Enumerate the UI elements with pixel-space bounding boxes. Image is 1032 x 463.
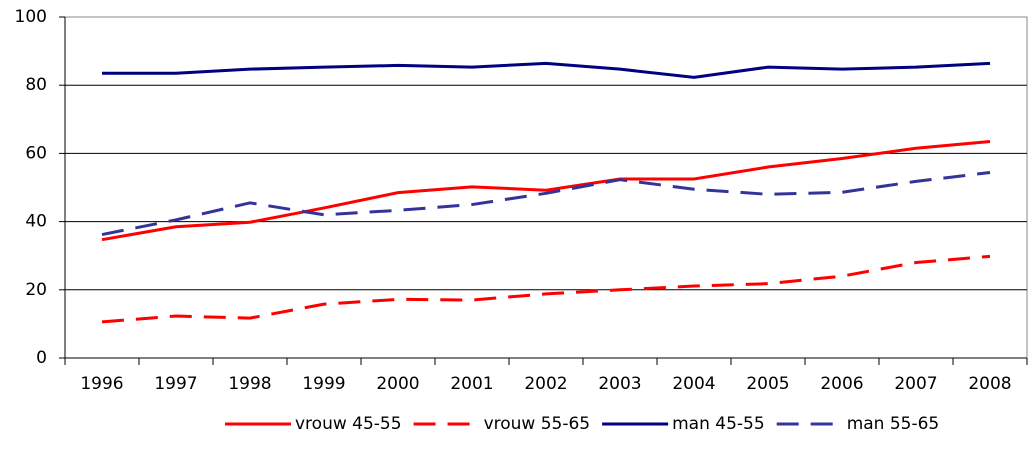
series-line xyxy=(101,254,991,324)
x-tick-label: 2003 xyxy=(598,374,641,394)
legend-item: man 45-55 xyxy=(602,414,765,434)
x-tick-label: 2001 xyxy=(450,374,493,394)
legend-label: man 45-55 xyxy=(672,414,765,434)
legend-item: vrouw 45-55 xyxy=(225,414,402,434)
y-tick-label: 0 xyxy=(36,348,47,368)
series-line xyxy=(101,139,991,242)
y-tick-label: 80 xyxy=(25,75,47,95)
x-tick-label: 2000 xyxy=(376,374,419,394)
x-tick-label: 1998 xyxy=(228,374,271,394)
x-tick-label: 2002 xyxy=(524,374,567,394)
x-tick-label: 2004 xyxy=(672,374,715,394)
legend-item: man 55-65 xyxy=(776,414,940,434)
legend-label: vrouw 55-65 xyxy=(484,414,591,434)
y-tick-label: 100 xyxy=(15,7,47,27)
legend-label: man 55-65 xyxy=(847,414,940,434)
series-line xyxy=(101,171,991,237)
legend-label: vrouw 45-55 xyxy=(295,414,402,434)
series-line xyxy=(102,61,991,79)
legend-item: vrouw 55-65 xyxy=(413,414,591,434)
y-tick-label: 60 xyxy=(25,143,47,163)
x-tick-label: 2005 xyxy=(746,374,789,394)
x-tick-label: 1999 xyxy=(302,374,345,394)
x-tick-label: 2008 xyxy=(968,374,1011,394)
x-tick-label: 1997 xyxy=(154,374,197,394)
x-tick-label: 2006 xyxy=(820,374,863,394)
x-tick-label: 2007 xyxy=(894,374,937,394)
y-tick-label: 20 xyxy=(25,280,47,300)
x-tick-label: 1996 xyxy=(80,374,123,394)
y-tick-label: 40 xyxy=(25,212,47,232)
